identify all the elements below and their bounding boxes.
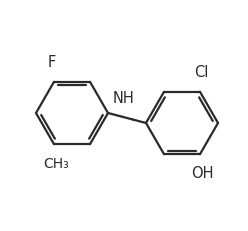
Text: NH: NH xyxy=(113,91,134,106)
Text: CH₃: CH₃ xyxy=(43,157,69,171)
Text: OH: OH xyxy=(191,166,213,181)
Text: Cl: Cl xyxy=(194,65,208,80)
Text: F: F xyxy=(48,55,56,70)
